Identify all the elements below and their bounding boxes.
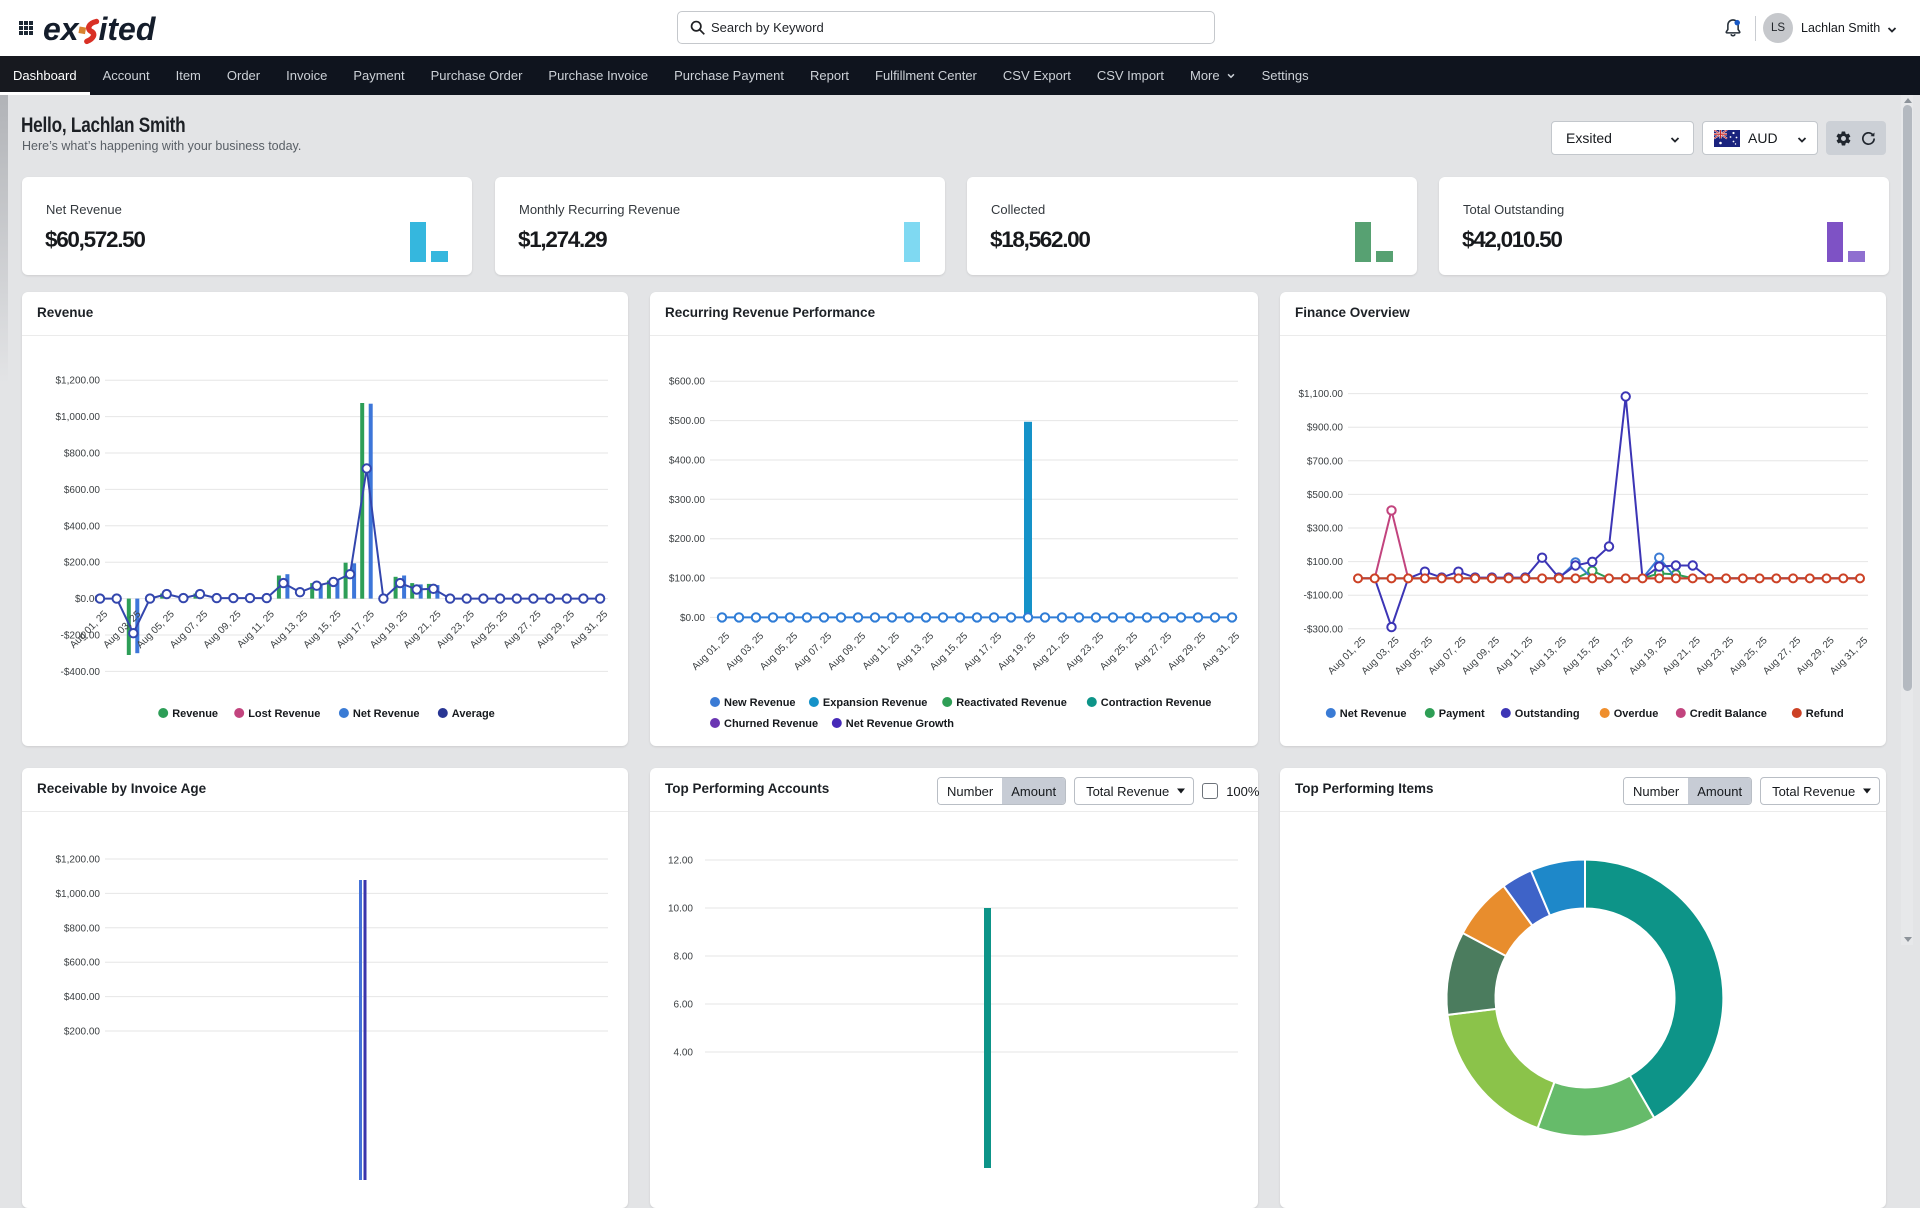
svg-text:Revenue: Revenue bbox=[172, 708, 218, 720]
svg-text:$600.00: $600.00 bbox=[669, 377, 706, 388]
svg-text:ited: ited bbox=[99, 11, 157, 47]
svg-text:Net Revenue: Net Revenue bbox=[1340, 708, 1407, 720]
svg-text:Churned Revenue: Churned Revenue bbox=[724, 718, 818, 730]
svg-text:-$300.00: -$300.00 bbox=[1304, 624, 1344, 635]
svg-text:Aug 31, 25: Aug 31, 25 bbox=[1200, 630, 1242, 672]
svg-text:$100.00: $100.00 bbox=[1307, 557, 1344, 568]
svg-text:$800.00: $800.00 bbox=[64, 449, 101, 460]
svg-text:$500.00: $500.00 bbox=[669, 416, 706, 427]
svg-text:Outstanding: Outstanding bbox=[1515, 708, 1580, 720]
svg-text:Credit Balance: Credit Balance bbox=[1690, 708, 1767, 720]
svg-text:6.00: 6.00 bbox=[674, 1000, 694, 1011]
svg-text:Net Revenue Growth: Net Revenue Growth bbox=[846, 718, 954, 730]
svg-text:$200.00: $200.00 bbox=[669, 534, 706, 545]
svg-text:$900.00: $900.00 bbox=[1307, 423, 1344, 434]
svg-text:Lost Revenue: Lost Revenue bbox=[248, 708, 320, 720]
svg-text:$800.00: $800.00 bbox=[64, 923, 101, 934]
svg-text:8.00: 8.00 bbox=[674, 952, 694, 963]
svg-text:ex: ex bbox=[43, 11, 80, 47]
svg-text:Expansion Revenue: Expansion Revenue bbox=[823, 697, 928, 709]
svg-text:$300.00: $300.00 bbox=[669, 495, 706, 506]
svg-text:$400.00: $400.00 bbox=[669, 456, 706, 467]
svg-text:New Revenue: New Revenue bbox=[724, 697, 796, 709]
svg-text:$400.00: $400.00 bbox=[64, 521, 101, 532]
svg-text:Contraction Revenue: Contraction Revenue bbox=[1101, 697, 1212, 709]
svg-text:-$400.00: -$400.00 bbox=[61, 667, 101, 678]
svg-text:4.00: 4.00 bbox=[674, 1048, 694, 1059]
svg-text:$600.00: $600.00 bbox=[64, 958, 101, 969]
svg-text:$300.00: $300.00 bbox=[1307, 524, 1344, 535]
svg-text:$1,100.00: $1,100.00 bbox=[1299, 389, 1344, 400]
svg-text:Overdue: Overdue bbox=[1614, 708, 1659, 720]
svg-text:$200.00: $200.00 bbox=[64, 558, 101, 569]
svg-text:-$200.00: -$200.00 bbox=[61, 631, 101, 642]
svg-text:$600.00: $600.00 bbox=[64, 485, 101, 496]
svg-text:Net Revenue: Net Revenue bbox=[353, 708, 420, 720]
svg-text:$400.00: $400.00 bbox=[64, 992, 101, 1003]
svg-text:$0.00: $0.00 bbox=[680, 613, 705, 624]
svg-text:$100.00: $100.00 bbox=[669, 574, 706, 585]
svg-text:Refund: Refund bbox=[1806, 708, 1844, 720]
svg-text:$1,000.00: $1,000.00 bbox=[56, 412, 101, 423]
svg-text:$1,200.00: $1,200.00 bbox=[56, 376, 101, 387]
svg-text:-$100.00: -$100.00 bbox=[1304, 591, 1344, 602]
svg-text:Average: Average bbox=[452, 708, 495, 720]
svg-text:$200.00: $200.00 bbox=[64, 1027, 101, 1038]
svg-text:$500.00: $500.00 bbox=[1307, 490, 1344, 501]
svg-text:Reactivated Revenue: Reactivated Revenue bbox=[956, 697, 1067, 709]
svg-text:10.00: 10.00 bbox=[668, 904, 693, 915]
svg-text:$700.00: $700.00 bbox=[1307, 456, 1344, 467]
svg-text:$1,000.00: $1,000.00 bbox=[56, 889, 101, 900]
svg-text:Payment: Payment bbox=[1439, 708, 1485, 720]
svg-text:$1,200.00: $1,200.00 bbox=[56, 855, 101, 866]
svg-text:$0.00: $0.00 bbox=[75, 594, 100, 605]
svg-text:12.00: 12.00 bbox=[668, 856, 693, 867]
